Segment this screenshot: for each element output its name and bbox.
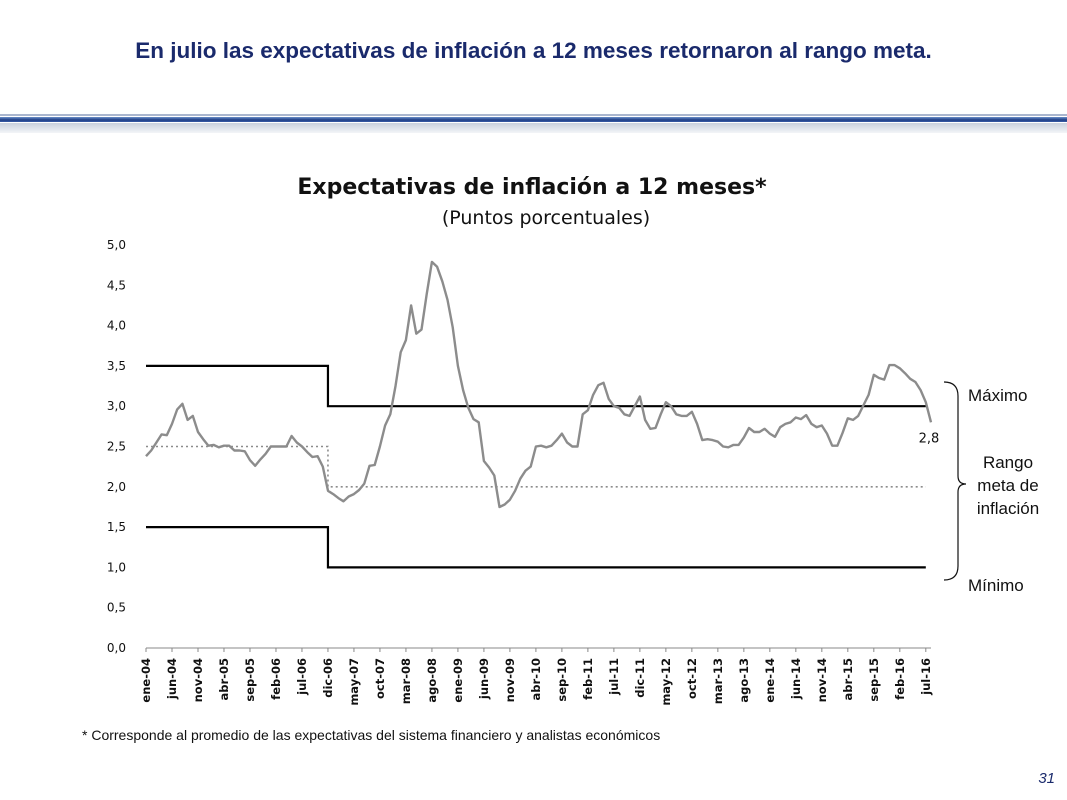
- x-axis: ene-04 jun-04 nov-04 abr-05 sep-05 feb-06 jul-…: [139, 647, 933, 706]
- expectations-series-line: [145, 260, 933, 509]
- x-tick-label: dic-06: [321, 658, 335, 698]
- banner-light-rule: [0, 123, 1067, 133]
- x-tick-label: ene-04: [139, 658, 153, 703]
- y-tick-label: 2,0: [107, 480, 126, 494]
- y-tick-label: 4,5: [107, 278, 126, 292]
- y-tick-label: 1,5: [107, 520, 126, 534]
- chart-title: Expectativas de inflación a 12 meses*: [297, 175, 767, 200]
- x-tick-label: ene-14: [763, 658, 777, 703]
- header-banner: [0, 112, 1067, 134]
- x-tick-label: abr-10: [529, 658, 543, 700]
- max-label: Máximo: [968, 386, 1028, 405]
- x-tick-label: jun-14: [789, 658, 803, 700]
- x-tick-label: oct-07: [373, 658, 387, 699]
- x-tick-label: may-07: [347, 658, 361, 706]
- range-bracket-path: [943, 381, 967, 581]
- x-tick-label: jun-09: [477, 658, 491, 700]
- range-bracket: [943, 381, 967, 581]
- chart-subtitle: (Puntos porcentuales): [442, 207, 650, 229]
- x-tick-label: jul-16: [919, 658, 933, 696]
- target-range-label-line1: Rango: [982, 453, 1034, 472]
- x-tick-label: feb-06: [269, 658, 283, 700]
- x-tick-label: jun-04: [165, 658, 179, 700]
- x-tick-label: dic-11: [633, 658, 647, 698]
- target-lower-line: [146, 526, 926, 569]
- x-tick-label: ago-08: [425, 658, 439, 703]
- target-upper-line: [146, 364, 926, 408]
- x-tick-label: nov-04: [191, 658, 205, 702]
- y-axis: 0,0 0,5 1,0 1,5 2,0 2,5 3,0 3,5 4,0 4,5 5,0: [107, 238, 126, 655]
- y-tick-label: 5,0: [107, 238, 126, 252]
- x-tick-label: oct-12: [685, 658, 699, 699]
- y-tick-label: 3,0: [107, 399, 126, 413]
- footnote: * Corresponde al promedio de las expecta…: [82, 727, 661, 743]
- banner-dark-rule: [0, 117, 1067, 122]
- target-range-label: Rango meta de inflación: [972, 451, 1044, 520]
- y-tick-label: 3,5: [107, 359, 126, 373]
- x-tick-label: jul-11: [607, 658, 621, 696]
- x-tick-label: sep-05: [243, 658, 257, 702]
- x-tick-label: feb-11: [581, 658, 595, 700]
- end-value-label: 2,8: [919, 431, 940, 446]
- x-tick-label: nov-14: [815, 658, 829, 702]
- target-range-lines: [146, 364, 926, 569]
- min-label: Mínimo: [968, 576, 1024, 595]
- slide-title: En julio las expectativas de inflación a…: [135, 38, 932, 63]
- page-number: 31: [1038, 770, 1055, 787]
- x-tick-label: sep-10: [555, 658, 569, 702]
- x-tick-label: ene-09: [451, 658, 465, 703]
- series-lines: [145, 260, 933, 509]
- x-tick-label: jul-06: [295, 658, 309, 696]
- y-tick-label: 1,0: [107, 560, 126, 574]
- target-range-label-line2: meta de: [977, 476, 1039, 495]
- x-tick-label: feb-16: [893, 658, 907, 700]
- x-tick-label: mar-08: [399, 658, 413, 704]
- x-tick-label: nov-09: [503, 658, 517, 702]
- target-midpoint-line: [146, 445, 926, 488]
- y-tick-label: 2,5: [107, 440, 126, 454]
- x-tick-label: sep-15: [867, 658, 881, 702]
- x-tick-label: abr-15: [841, 658, 855, 700]
- y-tick-label: 0,0: [107, 641, 126, 655]
- x-tick-label: mar-13: [711, 658, 725, 704]
- y-tick-label: 0,5: [107, 601, 126, 615]
- x-tick-label: ago-13: [737, 658, 751, 703]
- x-tick-label: abr-05: [217, 658, 231, 700]
- x-tick-label: may-12: [659, 658, 673, 706]
- banner-top-rule: [0, 114, 1067, 116]
- target-range-label-line3: inflación: [976, 499, 1040, 518]
- y-tick-label: 4,0: [107, 319, 126, 333]
